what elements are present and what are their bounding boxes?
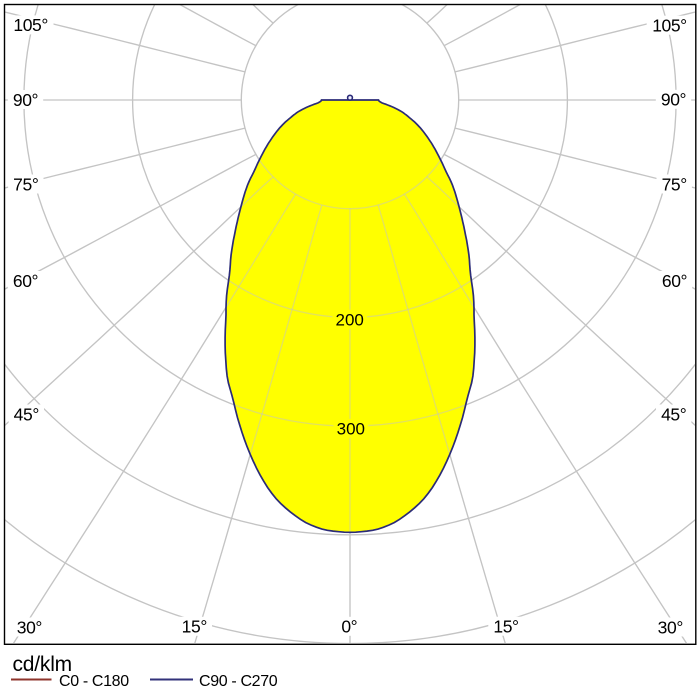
svg-text:C0 - C180: C0 - C180 [59,673,129,690]
svg-text:30°: 30° [658,617,683,637]
svg-text:0°: 0° [341,617,357,637]
svg-text:15°: 15° [182,617,207,637]
svg-text:cd/klm: cd/klm [13,653,72,676]
svg-text:30°: 30° [17,617,42,637]
svg-text:90°: 90° [661,90,686,110]
svg-text:C90 - C270: C90 - C270 [199,673,278,690]
svg-text:60°: 60° [13,271,38,291]
svg-text:60°: 60° [662,271,687,291]
svg-text:105°: 105° [13,15,48,35]
svg-text:45°: 45° [14,404,39,424]
svg-text:75°: 75° [662,174,687,194]
svg-text:75°: 75° [13,174,38,194]
svg-text:105°: 105° [652,16,687,36]
svg-text:15°: 15° [493,617,518,637]
svg-text:200: 200 [336,311,364,330]
svg-text:90°: 90° [13,90,38,110]
svg-text:300: 300 [337,420,365,439]
svg-text:45°: 45° [661,404,686,424]
